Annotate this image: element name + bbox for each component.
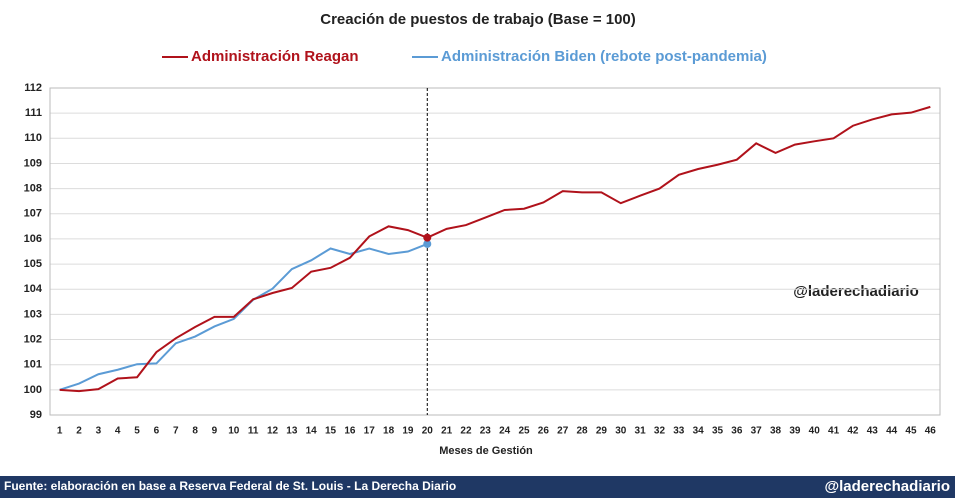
- x-tick-label: 8: [192, 426, 198, 437]
- x-tick-label: 7: [173, 426, 179, 437]
- legend-label: Administración Reagan: [191, 48, 359, 65]
- chart-title: Creación de puestos de trabajo (Base = 1…: [320, 11, 636, 28]
- x-tick-label: 46: [925, 426, 937, 437]
- x-tick-label: 43: [867, 426, 879, 437]
- series-line: [59, 243, 428, 391]
- x-tick-label: 1: [57, 426, 63, 437]
- x-tick-label: 31: [635, 426, 647, 437]
- x-tick-label: 16: [344, 426, 356, 437]
- y-tick-label: 112: [24, 82, 42, 94]
- x-tick-label: 4: [115, 426, 121, 437]
- y-tick-label: 107: [24, 208, 42, 220]
- footer-bar: [0, 476, 955, 498]
- x-tick-label: 2: [76, 426, 82, 437]
- x-tick-label: 5: [134, 426, 140, 437]
- x-tick-label: 27: [557, 426, 569, 437]
- x-tick-label: 35: [712, 426, 724, 437]
- y-tick-label: 99: [30, 409, 42, 421]
- x-tick-label: 12: [267, 426, 279, 437]
- x-tick-label: 3: [96, 426, 102, 437]
- plot-border: [49, 87, 941, 416]
- x-tick-label: 13: [286, 426, 298, 437]
- y-tick-label: 103: [24, 308, 42, 320]
- x-tick-label: 38: [770, 426, 782, 437]
- watermark: @laderechadiario: [793, 283, 919, 300]
- x-tick-label: 21: [441, 426, 453, 437]
- source: Fuente: elaboración en base a Reserva Fe…: [4, 479, 456, 493]
- x-tick-label: 15: [325, 426, 337, 437]
- x-tick-label: 33: [673, 426, 685, 437]
- y-tick-label: 108: [24, 183, 42, 195]
- series-line: [59, 105, 931, 393]
- y-tick-label: 101: [24, 359, 42, 371]
- x-tick-label: 44: [886, 426, 898, 437]
- y-tick-label: 109: [24, 157, 42, 169]
- x-tick-label: 19: [402, 426, 414, 437]
- footer-handle: @laderechadiario: [824, 478, 950, 495]
- x-tick-label: 28: [577, 426, 589, 437]
- y-tick-label: 100: [24, 384, 42, 396]
- x-tick-label: 45: [905, 426, 917, 437]
- y-tick-label: 106: [24, 233, 42, 245]
- x-tick-label: 41: [828, 426, 840, 437]
- x-tick-label: 18: [383, 426, 395, 437]
- y-tick-label: 102: [24, 333, 42, 345]
- x-tick-label: 6: [154, 426, 160, 437]
- end-marker: [423, 239, 432, 248]
- y-tick-label: 105: [24, 258, 42, 270]
- x-tick-label: 25: [518, 426, 530, 437]
- x-axis-label: Meses de Gestión: [439, 445, 533, 457]
- x-tick-label: 32: [654, 426, 666, 437]
- end-marker: [423, 233, 432, 242]
- x-tick-label: 39: [789, 426, 801, 437]
- x-tick-label: 20: [422, 426, 434, 437]
- y-tick-label: 110: [24, 132, 42, 144]
- x-tick-label: 26: [538, 426, 550, 437]
- legend-label: Administración Biden (rebote post-pandem…: [441, 48, 767, 65]
- y-tick-label: 111: [25, 107, 42, 119]
- x-tick-label: 10: [228, 426, 240, 437]
- y-tick-label: 104: [24, 283, 43, 295]
- x-tick-label: 24: [499, 426, 511, 437]
- x-tick-label: 30: [615, 426, 627, 437]
- x-tick-label: 22: [460, 426, 472, 437]
- x-tick-label: 17: [364, 426, 376, 437]
- x-tick-label: 9: [212, 426, 218, 437]
- x-tick-label: 11: [248, 426, 259, 437]
- x-tick-label: 29: [596, 426, 608, 437]
- x-tick-label: 36: [731, 426, 743, 437]
- x-tick-label: 37: [751, 426, 763, 437]
- x-tick-label: 23: [480, 426, 492, 437]
- x-tick-label: 14: [306, 426, 318, 437]
- x-tick-label: 42: [847, 426, 859, 437]
- x-tick-label: 40: [809, 426, 821, 437]
- x-tick-label: 34: [693, 426, 705, 437]
